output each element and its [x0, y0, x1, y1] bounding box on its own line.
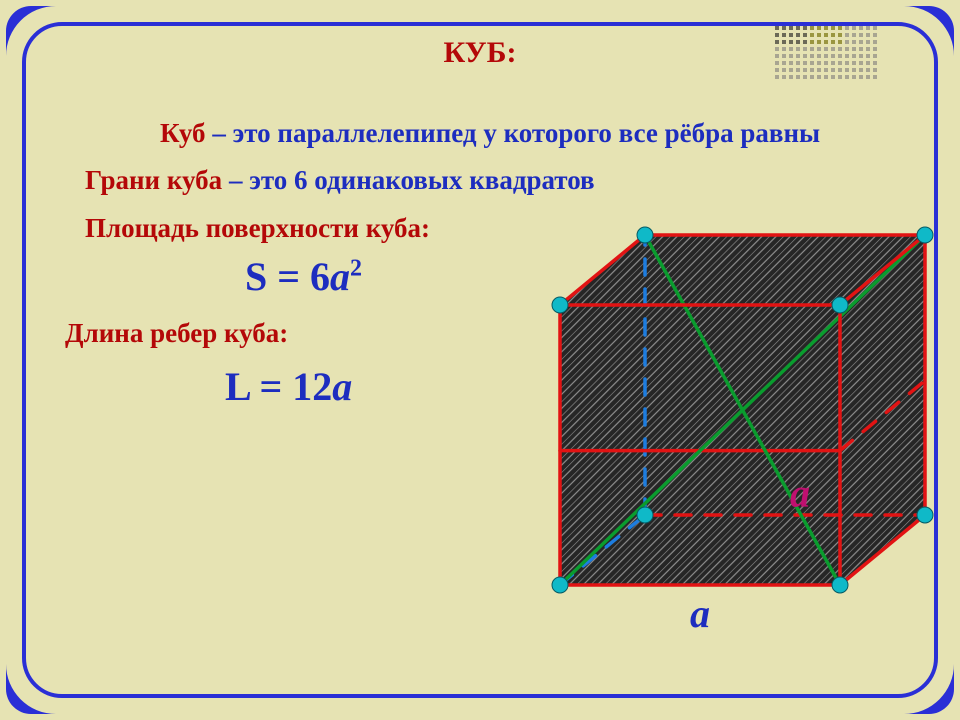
formula-s-lhs: S = 6 [245, 254, 330, 299]
faces-highlight: Грани куба [85, 165, 222, 195]
edges-label-text: Длина ребер куба: [65, 318, 288, 348]
formula-s-var: a [330, 254, 350, 299]
formula-l-lhs: L = 12 [225, 364, 332, 409]
svg-text:a: a [790, 471, 810, 516]
slide-title: КУБ: [0, 36, 960, 70]
definition-rest: – это параллелепипед у которого все рёбр… [206, 118, 821, 148]
svg-text:a: a [690, 591, 710, 636]
surface-area-label: Площадь поверхности куба: [85, 213, 430, 244]
cube-diagram: aaa [540, 225, 940, 655]
faces-rest: – это 6 одинаковых квадратов [222, 165, 594, 195]
surface-area-formula: S = 6a2 [245, 253, 362, 300]
edges-length-label: Длина ребер куба: [65, 318, 288, 349]
faces-line: Грани куба – это 6 одинаковых квадратов [85, 165, 595, 196]
definition-highlight: Куб [160, 118, 206, 148]
edges-length-formula: L = 12a [225, 363, 352, 410]
slide: КУБ: Куб – это параллелепипед у которого… [0, 0, 960, 720]
formula-s-sup: 2 [350, 256, 362, 282]
surface-label-text: Площадь поверхности куба: [85, 213, 430, 243]
definition-line: Куб – это параллелепипед у которого все … [160, 118, 930, 149]
title-text: КУБ: [444, 36, 517, 69]
formula-l-var: a [332, 364, 352, 409]
